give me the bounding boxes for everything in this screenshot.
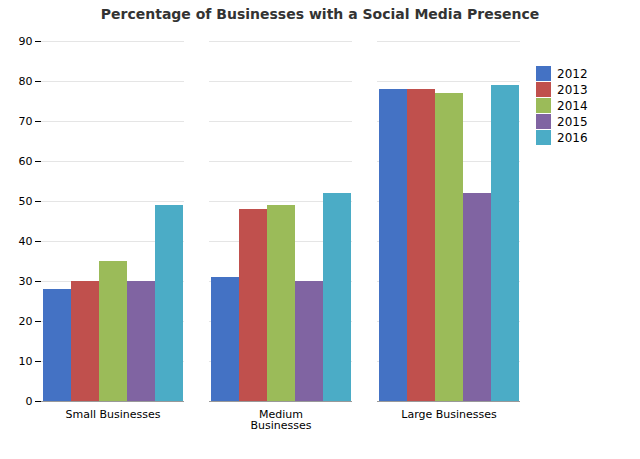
html-text:2016: 2016 — [557, 130, 588, 145]
html-text:2012: 2012 — [557, 66, 588, 81]
svg-text:Large Businesses: Large Businesses — [401, 408, 497, 421]
svg-text:10: 10 — [19, 355, 33, 368]
svg-text:Small Businesses: Small Businesses — [65, 408, 160, 421]
svg-text:20: 20 — [19, 315, 33, 328]
svg-text:90: 90 — [19, 35, 33, 48]
svg-text:30: 30 — [19, 275, 33, 288]
svg-text:50: 50 — [19, 195, 33, 208]
html-text:2014: 2014 — [557, 98, 588, 113]
svg-text:60: 60 — [19, 155, 33, 168]
svg-text:MediumBusinesses: MediumBusinesses — [250, 408, 311, 432]
html-text:2015: 2015 — [557, 114, 588, 129]
html-text:Percentage of Businesses with: Percentage of Businesses with a Social M… — [100, 6, 540, 22]
svg-text:80: 80 — [19, 75, 33, 88]
svg-text:70: 70 — [19, 115, 33, 128]
svg-text:40: 40 — [19, 235, 33, 248]
html-text:2013: 2013 — [557, 82, 588, 97]
svg-text:0: 0 — [26, 395, 33, 408]
